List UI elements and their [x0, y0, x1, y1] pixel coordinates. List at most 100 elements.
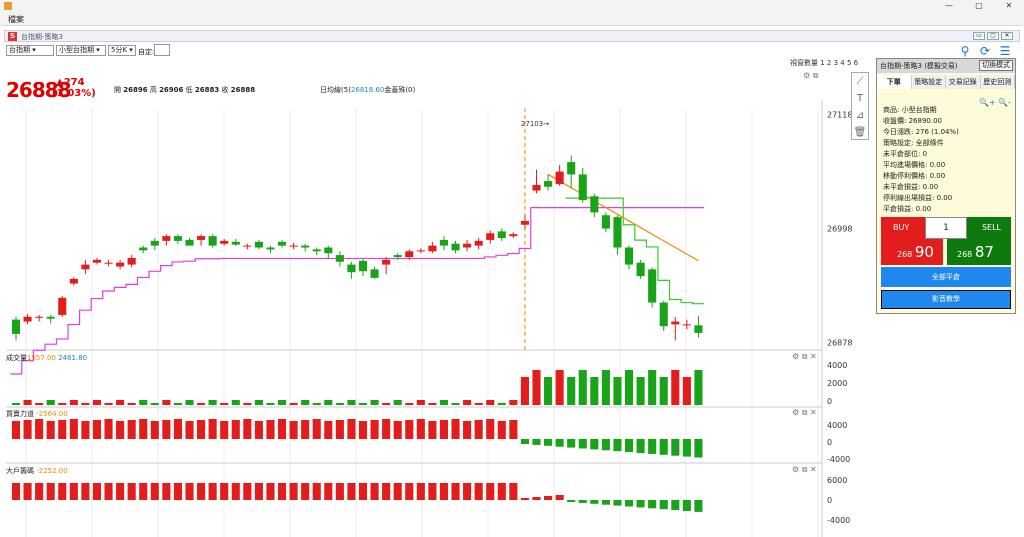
trendline-tool-icon[interactable]: ⟋ — [856, 76, 864, 87]
power-bar — [624, 439, 634, 453]
volume-bar — [497, 403, 506, 405]
power-bar — [81, 421, 90, 439]
big-bar — [208, 483, 217, 500]
candle-body — [532, 184, 541, 191]
power-bar — [127, 420, 136, 439]
candle-body — [127, 257, 136, 265]
text-tool-icon[interactable]: T — [856, 93, 864, 104]
power-bar — [92, 420, 102, 439]
app-logo-icon — [4, 2, 12, 10]
candle-body — [11, 319, 21, 334]
candle-body — [243, 245, 252, 247]
close-all-button[interactable]: 全部平倉 — [881, 267, 1011, 287]
volume-bar — [220, 403, 229, 405]
big-panel-icons[interactable]: ⚙ ⧉ ✕ — [792, 465, 817, 474]
product-select[interactable]: 台指期 ▾ — [6, 45, 54, 56]
quantity-input[interactable]: 1 — [925, 217, 967, 239]
zoom-icons[interactable]: 🔍+ 🔍- — [978, 98, 1011, 107]
tab-order[interactable]: 下單 — [877, 75, 912, 89]
inner-minimize-button[interactable]: ▭ — [973, 32, 985, 40]
candle-body — [289, 245, 298, 247]
volume-bar — [92, 400, 102, 405]
volume-label: 成交量 — [6, 354, 27, 362]
power-bar — [116, 421, 125, 439]
candle-body — [104, 262, 113, 264]
volume-panel-icons[interactable]: ⚙ ⧉ ✕ — [792, 352, 817, 361]
inner-restore-button[interactable]: ▢ — [987, 32, 999, 40]
minimize-button[interactable]: — — [945, 1, 953, 10]
trash-icon[interactable]: 🗑 — [853, 127, 867, 138]
volume-bar — [601, 370, 610, 405]
user-list-icon[interactable]: ☰ — [999, 44, 1011, 58]
close-button[interactable]: ✕ — [1005, 1, 1013, 10]
big-bar — [428, 483, 437, 500]
volume-bar — [694, 370, 703, 405]
volume-bar — [104, 403, 113, 405]
volume-bar — [139, 400, 148, 405]
volume-bar — [35, 403, 44, 405]
big-value: -2252.00 — [36, 467, 68, 475]
price-change-pct: (1.03%) — [52, 88, 96, 99]
menu-file[interactable]: 檔案 — [8, 15, 24, 24]
power-bar — [659, 439, 668, 455]
candle-body — [23, 316, 32, 322]
big-bar — [254, 483, 263, 500]
window-count-pager[interactable]: 視窗數量 1 2 3 4 5 6 — [790, 59, 859, 67]
period-select[interactable]: 5分K ▾ — [108, 45, 136, 56]
volume-value-2: 2461.80 — [58, 354, 88, 362]
candle-body — [69, 278, 78, 284]
big-bar — [185, 483, 194, 500]
volume-bar — [231, 400, 240, 405]
power-bar — [150, 421, 159, 439]
big-bar — [624, 500, 634, 507]
power-bar — [358, 421, 368, 439]
big-bar — [578, 500, 587, 503]
switch-mode-button[interactable]: 切換模式 — [979, 60, 1013, 71]
app-titlebar: — ▢ ✕ — [0, 0, 1024, 12]
trade-panel: 台指期-策略3 (模擬交易) 切換模式 下單 策略設定 交易記錄 歷史回測 🔍+… — [876, 58, 1016, 314]
tab-strategy[interactable]: 策略設定 — [911, 75, 946, 89]
refresh-icon[interactable]: ⟳ — [979, 44, 991, 58]
contract-select[interactable]: 小型台指期 ▾ — [56, 45, 106, 56]
power-bar — [208, 419, 217, 439]
candle-body — [601, 215, 610, 229]
tab-backtest[interactable]: 歷史回測 — [980, 75, 1015, 89]
big-label-row: 大戶籌碼 -2252.00 — [6, 466, 68, 476]
info-line: 平均進場價格: 0.00 — [883, 161, 946, 169]
info-line: 商品: 小型台指期 — [883, 106, 937, 114]
main-chart-settings-icon[interactable]: ⚙ ⧉ — [803, 71, 819, 80]
candle-body — [58, 297, 67, 315]
power-bar — [578, 439, 587, 449]
tab-records[interactable]: 交易記錄 — [946, 75, 981, 89]
power-panel-icons[interactable]: ⚙ ⧉ ✕ — [792, 408, 817, 417]
big-bar — [509, 483, 518, 500]
big-bar — [277, 483, 287, 500]
info-line: 策略設定: 全部條件 — [883, 139, 944, 147]
fib-tool-icon[interactable]: ⊿ — [855, 110, 865, 121]
candle-body — [324, 247, 333, 254]
custom-input[interactable] — [154, 44, 170, 56]
power-bar — [312, 419, 321, 439]
inner-close-button[interactable]: ✕ — [1001, 32, 1013, 40]
video-tutorial-button[interactable]: 影音教學 — [881, 290, 1011, 309]
power-bar — [486, 419, 495, 439]
candle-body — [150, 240, 159, 246]
candle-body — [185, 239, 194, 246]
signal-icon[interactable]: ⚲ — [960, 44, 970, 58]
big-bar — [23, 483, 32, 500]
big-bar — [301, 483, 310, 500]
candle-body — [694, 325, 703, 333]
maximize-button[interactable]: ▢ — [975, 1, 983, 10]
power-bar — [324, 421, 333, 439]
volume-bar — [578, 370, 587, 405]
volume-bar — [555, 370, 564, 405]
window-controls: — ▢ ✕ — [934, 0, 1024, 12]
last-price: 26888 — [6, 78, 72, 102]
candle-body — [312, 249, 321, 252]
volume-bar — [46, 400, 55, 405]
power-bar — [520, 439, 529, 444]
volume-bar — [358, 403, 368, 405]
power-bar — [474, 420, 483, 439]
volume-label-row: 成交量1957.00 2461.80 — [6, 353, 87, 363]
big-bar — [162, 483, 171, 500]
